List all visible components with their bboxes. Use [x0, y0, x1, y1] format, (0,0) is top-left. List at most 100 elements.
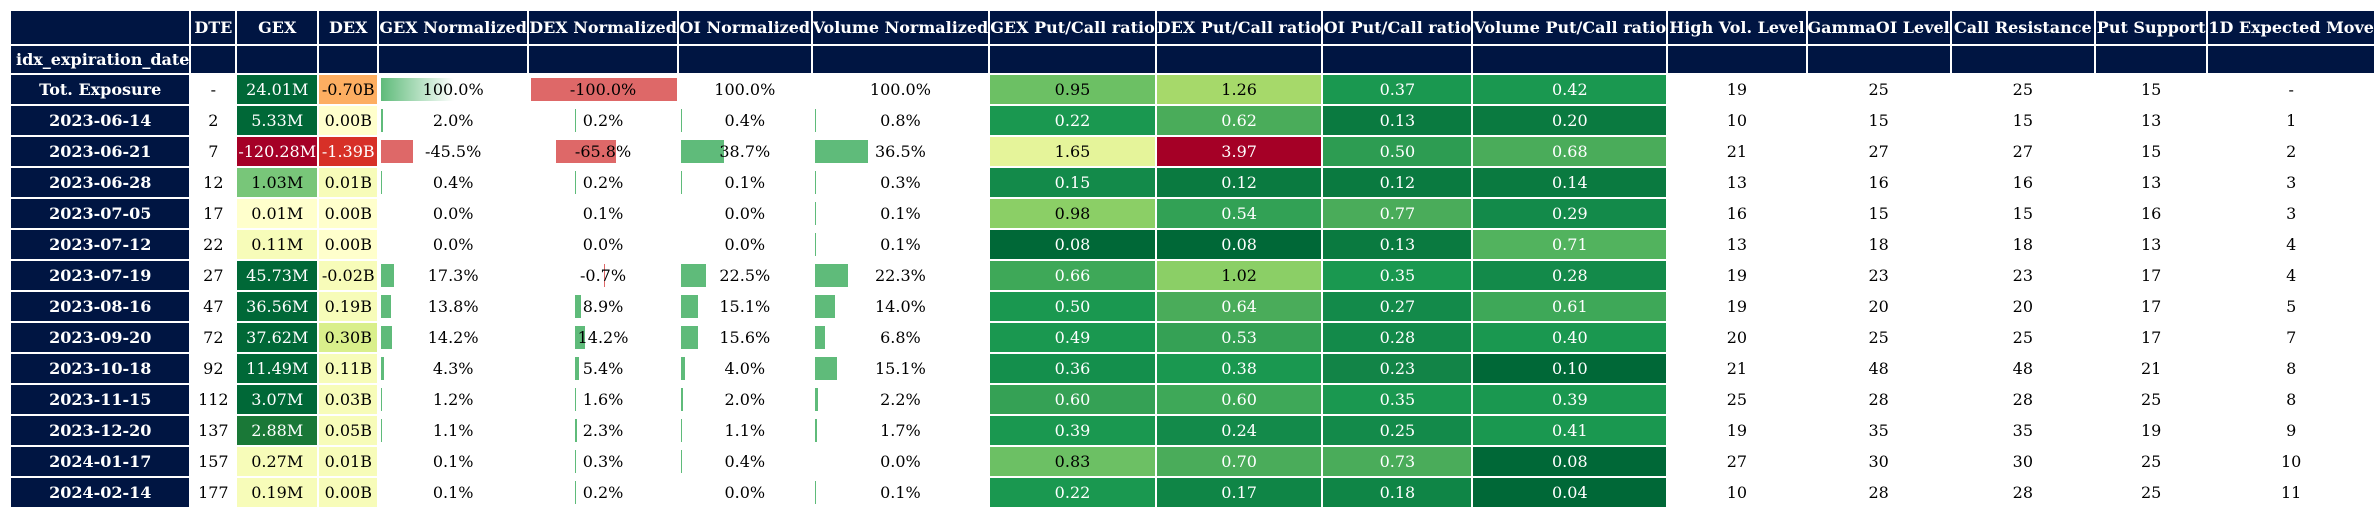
cell-high-vol-level: 19 — [1666, 73, 1808, 106]
cell-oi-put-call-ratio: 0.73 — [1321, 445, 1474, 478]
cell-gex-put-call-ratio: 0.22 — [988, 104, 1157, 137]
cell-high-vol-level: 16 — [1666, 197, 1808, 230]
cell-volume-put-call-ratio: 0.41 — [1471, 414, 1669, 447]
cell-volume-put-call-ratio: 0.10 — [1471, 352, 1669, 385]
table-row: 2023-08-16 47 36.56M 0.19B 13.8% 8.9% 15.1% 14.… — [8, 290, 2376, 323]
index-header-blank — [1154, 44, 1324, 75]
cell-volume-put-call-ratio: 0.29 — [1471, 197, 1669, 230]
column-header-volume-normalized[interactable]: Volume Normalized — [810, 9, 991, 46]
cell-value: -0.7% — [580, 266, 627, 285]
cell-dex-normalized: 0.2% — [527, 166, 679, 199]
cell-gammaoi-level: 27 — [1805, 135, 1952, 168]
cell-gex-normalized: 0.4% — [377, 166, 530, 199]
cell-dex-normalized: 14.2% — [527, 321, 679, 354]
cell-gex: 45.73M — [235, 259, 320, 292]
bar-dex-normalized — [574, 295, 582, 318]
column-header-call-resistance[interactable]: Call Resistance — [1949, 9, 2096, 46]
cell-dex-put-call-ratio: 0.12 — [1154, 166, 1324, 199]
cell-high-vol-level: 20 — [1666, 321, 1808, 354]
cell-oi-put-call-ratio: 0.35 — [1321, 383, 1474, 416]
cell-1d-expected-move: 3 — [2206, 197, 2376, 230]
cell-dex-normalized: 8.9% — [527, 290, 679, 323]
cell-value: 1.6% — [582, 390, 624, 409]
bar-dex-normalized — [603, 264, 605, 287]
column-header-dex-normalized[interactable]: DEX Normalized — [527, 9, 679, 46]
cell-value: 4.0% — [724, 359, 766, 378]
index-name-header: idx_expiration_date — [8, 44, 192, 75]
cell-dex-normalized: -65.8% — [527, 135, 679, 168]
cell-dte: - — [189, 73, 238, 106]
column-header-1d-expected-move[interactable]: 1D Expected Move — [2206, 9, 2376, 46]
cell-value: 1.2% — [432, 390, 474, 409]
cell-value: 8.9% — [582, 297, 624, 316]
index-header-blank — [2206, 44, 2376, 75]
cell-gex-normalized: 2.0% — [377, 104, 530, 137]
row-index-label: 2024-01-17 — [8, 445, 192, 478]
column-header-gammaoi-level[interactable]: GammaOI Level — [1805, 9, 1952, 46]
cell-dex-put-call-ratio: 3.97 — [1154, 135, 1324, 168]
cell-put-support: 13 — [2093, 228, 2209, 261]
cell-value: 0.1% — [880, 204, 921, 223]
cell-call-resistance: 15 — [1949, 197, 2096, 230]
cell-gex-put-call-ratio: 0.98 — [988, 197, 1157, 230]
table-row: 2023-10-18 92 11.49M 0.11B 4.3% 5.4% 4.0% 15.1%… — [8, 352, 2376, 385]
cell-put-support: 13 — [2093, 166, 2209, 199]
cell-gammaoi-level: 48 — [1805, 352, 1952, 385]
cell-gex-put-call-ratio: 0.50 — [988, 290, 1157, 323]
cell-value: 0.1% — [432, 483, 474, 502]
cell-gex: 1.03M — [235, 166, 320, 199]
cell-volume-normalized: 1.7% — [810, 414, 991, 447]
column-header-gex-put-call-ratio[interactable]: GEX Put/Call ratio — [988, 9, 1157, 46]
cell-1d-expected-move: 9 — [2206, 414, 2376, 447]
cell-value: 0.0% — [880, 452, 921, 471]
cell-dex-put-call-ratio: 0.38 — [1154, 352, 1324, 385]
column-header-dte[interactable]: DTE — [189, 9, 238, 46]
corner-header — [8, 9, 192, 46]
column-header-oi-put-call-ratio[interactable]: OI Put/Call ratio — [1321, 9, 1474, 46]
bar-dex-normalized — [574, 357, 579, 380]
cell-put-support: 25 — [2093, 383, 2209, 416]
cell-dex-put-call-ratio: 0.17 — [1154, 476, 1324, 509]
cell-value: 6.8% — [880, 328, 921, 347]
cell-call-resistance: 25 — [1949, 321, 2096, 354]
cell-call-resistance: 28 — [1949, 383, 2096, 416]
column-header-put-support[interactable]: Put Support — [2093, 9, 2209, 46]
cell-dex: 0.19B — [317, 290, 380, 323]
cell-value: 0.8% — [880, 111, 921, 130]
cell-value: 100.0% — [422, 80, 484, 99]
cell-gex-normalized: 0.1% — [377, 476, 530, 509]
cell-1d-expected-move: 7 — [2206, 321, 2376, 354]
row-index-label: 2023-06-21 — [8, 135, 192, 168]
index-header-blank — [189, 44, 238, 75]
cell-high-vol-level: 13 — [1666, 166, 1808, 199]
cell-value: 15.1% — [719, 297, 771, 316]
cell-volume-normalized: 100.0% — [810, 73, 991, 106]
cell-dex-put-call-ratio: 0.62 — [1154, 104, 1324, 137]
cell-high-vol-level: 10 — [1666, 104, 1808, 137]
table-row: 2024-01-17 157 0.27M 0.01B 0.1% 0.3% 0.4% 0.0% 0… — [8, 445, 2376, 478]
cell-volume-normalized: 22.3% — [810, 259, 991, 292]
row-index-label: 2023-07-05 — [8, 197, 192, 230]
cell-volume-normalized: 15.1% — [810, 352, 991, 385]
index-header-blank — [1321, 44, 1474, 75]
cell-gex-put-call-ratio: 0.15 — [988, 166, 1157, 199]
cell-gammaoi-level: 35 — [1805, 414, 1952, 447]
row-index-label: 2023-08-16 — [8, 290, 192, 323]
column-header-oi-normalized[interactable]: OI Normalized — [676, 9, 813, 46]
bar-volume-normalized — [814, 140, 869, 163]
cell-gammaoi-level: 25 — [1805, 321, 1952, 354]
column-header-high-vol-level[interactable]: High Vol. Level — [1666, 9, 1808, 46]
cell-dte: 2 — [189, 104, 238, 137]
cell-value: 2.3% — [582, 421, 624, 440]
column-header-dex-put-call-ratio[interactable]: DEX Put/Call ratio — [1154, 9, 1324, 46]
cell-gex-normalized: 4.3% — [377, 352, 530, 385]
column-header-volume-put-call-ratio[interactable]: Volume Put/Call ratio — [1471, 9, 1669, 46]
column-header-dex[interactable]: DEX — [317, 9, 380, 46]
column-header-gex[interactable]: GEX — [235, 9, 320, 46]
cell-dte: 12 — [189, 166, 238, 199]
cell-volume-normalized: 2.2% — [810, 383, 991, 416]
expiration-table: DTE GEX DEX GEX Normalized DEX Normalize… — [8, 9, 2376, 509]
cell-put-support: 25 — [2093, 476, 2209, 509]
column-header-gex-normalized[interactable]: GEX Normalized — [377, 9, 530, 46]
cell-high-vol-level: 19 — [1666, 414, 1808, 447]
